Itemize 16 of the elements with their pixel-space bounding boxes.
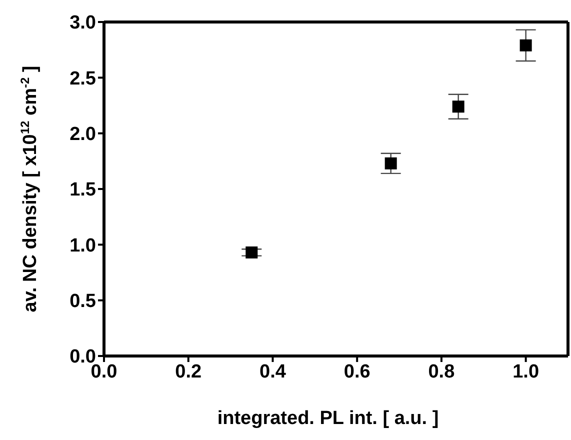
y-tick-label: 2.0 [70,124,96,146]
y-tick-label: 0.5 [70,291,96,312]
x-tick-label: 1.0 [512,361,540,382]
y-tick-label: 3.0 [70,12,96,34]
point [246,246,258,258]
y-tick-label: 1.5 [70,180,96,201]
point [384,157,397,170]
x-axis-title: integrated. PL int. [ a.u. ] [217,408,439,429]
point [520,39,532,52]
x-tick-label: 0.8 [428,361,455,382]
x-tick-label: 0.2 [175,361,202,382]
x-tick-label: 0.4 [260,361,286,382]
x-tick-label: 0.6 [344,361,370,382]
y-tick-label: 2.5 [70,68,96,90]
point [452,100,464,113]
y-tick-label: 1.0 [70,235,96,256]
